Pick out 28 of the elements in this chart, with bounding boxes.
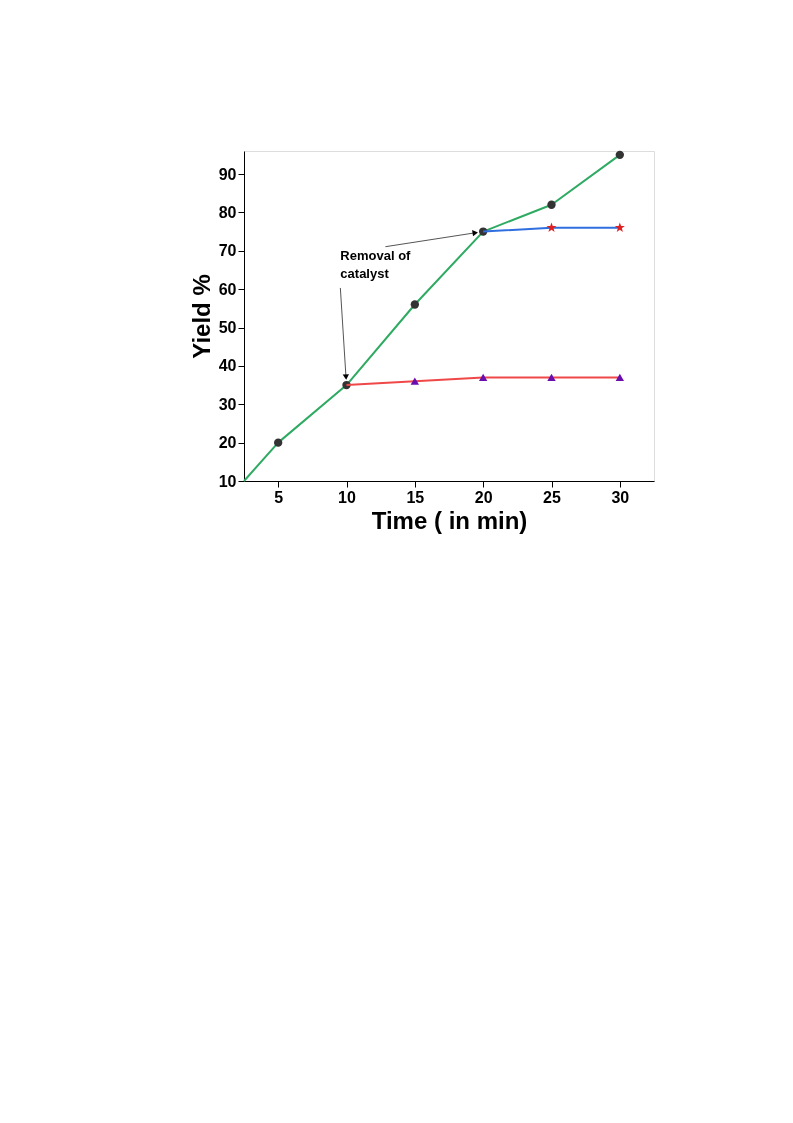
point: [273, 438, 283, 447]
y-tick-label: 90: [218, 165, 237, 183]
x-tick-label: 10: [338, 488, 356, 506]
point: [615, 150, 625, 160]
y-tick-label: 60: [218, 280, 237, 298]
annotation: Removal of catalyst: [340, 248, 412, 281]
point: [614, 222, 625, 232]
y-axis-title: Yield %: [187, 274, 215, 359]
x-tick-label: 30: [611, 488, 630, 506]
point: [547, 200, 556, 209]
point: [478, 373, 488, 382]
x-tick-label: 20: [474, 488, 493, 506]
point: [410, 377, 420, 385]
point: [615, 373, 625, 382]
y-tick-label: 20: [218, 434, 237, 452]
point: [546, 222, 557, 232]
y-tick-label: 80: [218, 203, 237, 221]
x-tick-label: 5: [274, 488, 284, 506]
x-axis-title: Time ( in min): [371, 506, 528, 534]
y-tick-label: 40: [218, 357, 237, 375]
y-tick-label: 70: [218, 242, 237, 260]
point: [410, 300, 420, 309]
x-tick-label: 25: [543, 488, 561, 506]
y-tick-label: 10: [218, 472, 237, 490]
x-tick-label: 15: [406, 488, 425, 506]
y-tick-label: 30: [218, 395, 237, 413]
y-tick-label: 50: [218, 319, 237, 337]
point: [547, 373, 556, 382]
